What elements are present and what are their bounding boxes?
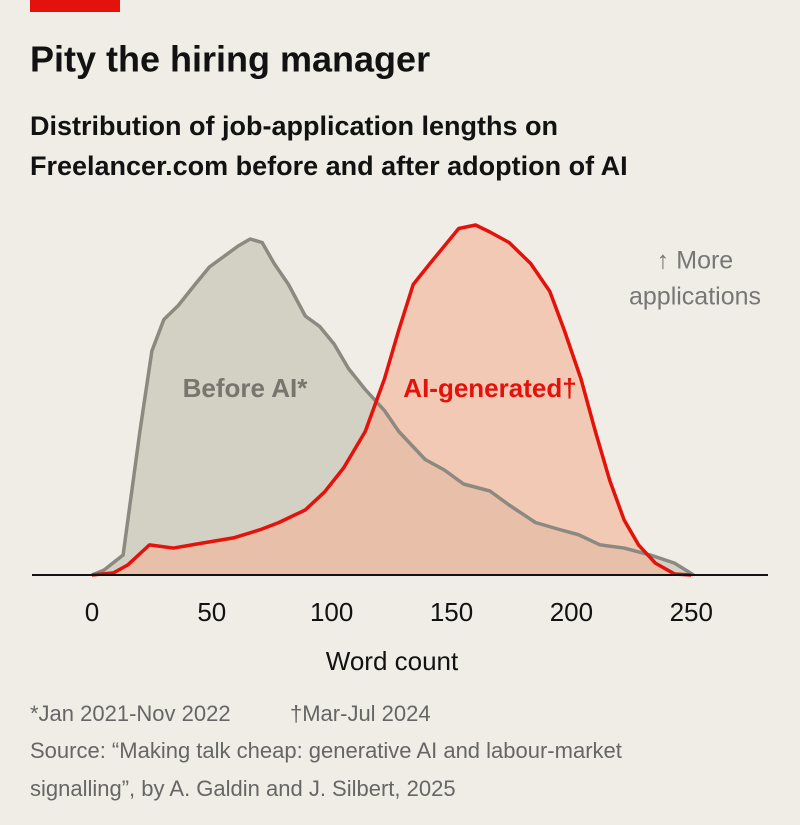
x-tick-label: 0 (85, 597, 99, 627)
area-fill (91, 225, 692, 575)
x-tick-label: 50 (197, 597, 226, 627)
x-axis-label: Word count (326, 646, 459, 676)
source: Source: “Making talk cheap: generative A… (30, 738, 622, 763)
x-tick-label: 200 (550, 597, 593, 627)
area-fill (91, 239, 694, 575)
x-tick-label: 250 (670, 597, 713, 627)
source: signalling”, by A. Galdin and J. Silbert… (30, 776, 456, 801)
series-label: Before AI* (183, 373, 309, 403)
series-label: AI-generated† (403, 373, 576, 403)
footnote: †Mar-Jul 2024 (290, 701, 431, 726)
footnote: *Jan 2021-Nov 2022 (30, 701, 231, 726)
chart-subtitle: Freelancer.com before and after adoption… (30, 151, 628, 181)
series-line (91, 223, 692, 577)
annotation: ↑ More (657, 247, 733, 275)
chart-title: Pity the hiring manager (30, 39, 430, 80)
series-line (91, 237, 695, 577)
x-tick-label: 150 (430, 597, 473, 627)
chart-subtitle: Distribution of job-application lengths … (30, 111, 558, 141)
annotation: applications (629, 283, 761, 311)
brand-bar (30, 0, 120, 12)
x-tick-label: 100 (310, 597, 353, 627)
